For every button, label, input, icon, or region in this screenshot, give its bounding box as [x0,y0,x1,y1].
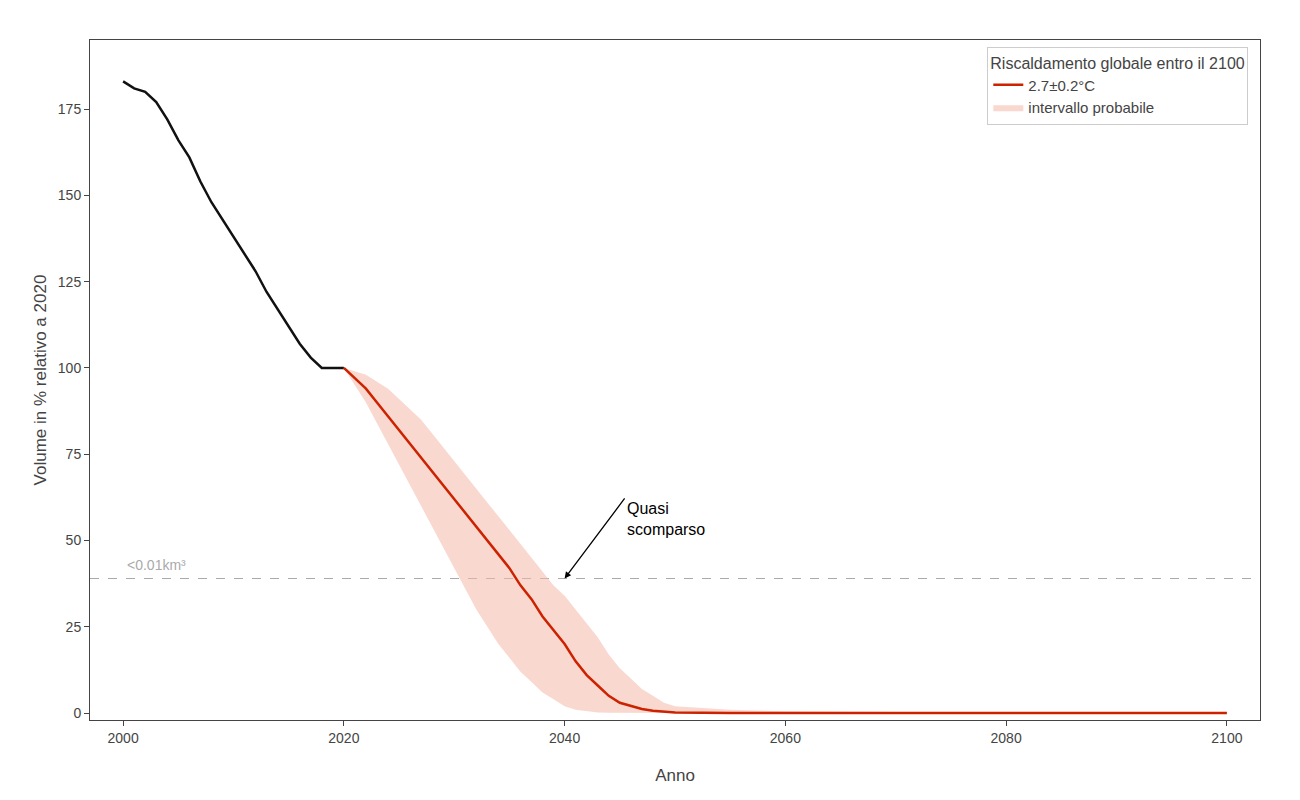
svg-text:0: 0 [73,705,81,721]
svg-text:2100: 2100 [1211,730,1242,746]
svg-text:100: 100 [58,360,82,376]
svg-text:Riscaldamento globale entro il: Riscaldamento globale entro il 2100 [990,55,1244,72]
svg-text:2000: 2000 [108,730,139,746]
svg-text:150: 150 [58,187,82,203]
svg-text:50: 50 [66,532,82,548]
svg-text:Volume in % relativo a 2020: Volume in % relativo a 2020 [31,275,50,486]
svg-text:75: 75 [66,446,82,462]
svg-text:2060: 2060 [770,730,801,746]
svg-text:<0.01km³: <0.01km³ [127,557,186,573]
svg-text:2080: 2080 [991,730,1022,746]
svg-text:175: 175 [58,101,82,117]
svg-text:2020: 2020 [328,730,359,746]
svg-text:2.7±0.2°C: 2.7±0.2°C [1028,77,1095,94]
svg-text:Quasiscomparso: Quasiscomparso [627,500,705,538]
svg-text:125: 125 [58,274,82,290]
svg-text:2040: 2040 [549,730,580,746]
svg-text:intervallo probabile: intervallo probabile [1028,99,1154,116]
svg-text:25: 25 [66,619,82,635]
svg-text:Anno: Anno [655,766,695,785]
